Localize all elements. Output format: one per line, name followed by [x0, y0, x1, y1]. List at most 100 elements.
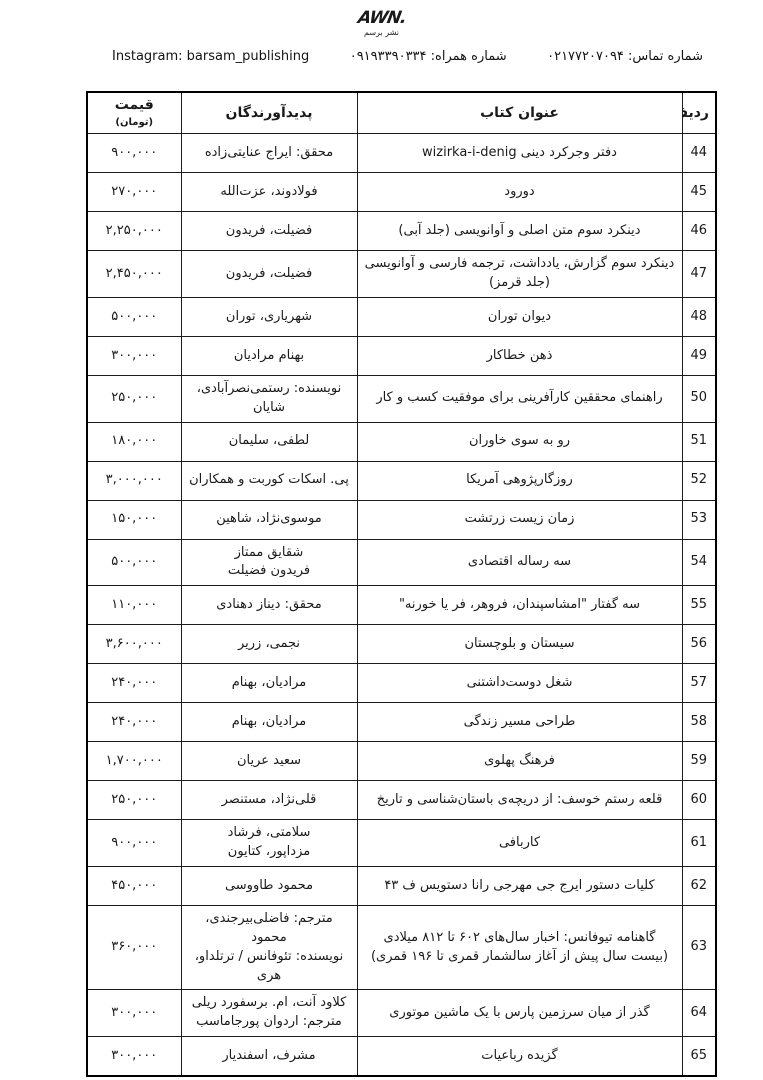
book-title-cell: روزگارپژوهی آمریکا	[356, 460, 683, 501]
creators-cell: شقایق ممتاز فریدون فضیلت	[180, 538, 358, 587]
table-row: 61 کاربافی سلامتی، فرشاد مزداپور، کتایون ۹۰…	[86, 819, 717, 867]
book-title-cell: قلعه رستم خوسف: از دریچه‌ی باستان‌شناسی …	[356, 780, 683, 821]
header-creators: پدیدآورندگان	[180, 91, 358, 135]
row-number-cell: 65	[681, 1036, 717, 1077]
creators-cell: موسوی‌نژاد، شاهین	[180, 499, 358, 540]
creators-cell: نویسنده: رستمی‌نصرآبادی، شایان	[180, 374, 358, 423]
book-table-body: 44 دفتر وجرکرد دینی wizirka-i-denig محقق: …	[86, 133, 717, 1077]
contact-phone: شماره تماس: ۰۲۱۷۷۲۰۷۰۹۴	[547, 49, 703, 65]
creators-cell: محقق: دیناز دهنادی	[180, 585, 358, 626]
table-row: 52 روزگارپژوهی آمریکا پی. اسکات کوربت و هم…	[86, 460, 717, 501]
price-cell: ۹۰۰,۰۰۰	[86, 133, 182, 174]
row-number-cell: 59	[681, 741, 717, 782]
table-row: 44 دفتر وجرکرد دینی wizirka-i-denig محقق: …	[86, 133, 717, 174]
table-row: 45 دورود فولادوند، عزت‌الله ۲۷۰,۰۰۰	[86, 172, 717, 213]
contact-instagram: Instagram: barsam_publishing	[112, 49, 310, 65]
book-title-cell: سه گفتار "امشاسپندان، فروهر، فر یا خورنه…	[356, 585, 683, 626]
table-row: 57 شغل دوست‌داشتنی مرادیان، بهنام ۲۴۰,۰۰۰	[86, 663, 717, 704]
table-row: 46 دینکرد سوم متن اصلی و آوانویسی (جلد آب…	[86, 211, 717, 252]
price-cell: ۱۸۰,۰۰۰	[86, 421, 182, 462]
header-book-title: عنوان کتاب	[356, 91, 683, 135]
header-row-number: ردیف	[681, 91, 717, 135]
row-number-cell: 52	[681, 460, 717, 501]
creators-cell: بهنام مرادیان	[180, 335, 358, 376]
row-number-cell: 57	[681, 663, 717, 704]
book-title-cell: سه رساله اقتصادی	[356, 538, 683, 587]
book-title-cell: شغل دوست‌داشتنی	[356, 663, 683, 704]
price-cell: ۲,۲۵۰,۰۰۰	[86, 211, 182, 252]
price-cell: ۳۰۰,۰۰۰	[86, 335, 182, 376]
row-number-cell: 47	[681, 250, 717, 298]
book-title-cell: رو به سوی خاوران	[356, 421, 683, 462]
price-cell: ۳,۰۰۰,۰۰۰	[86, 460, 182, 501]
row-number-cell: 49	[681, 335, 717, 376]
creators-cell: مترجم: فاضلی‌بیرجندی، محمود نویسنده: تئو…	[180, 904, 358, 991]
row-number-cell: 64	[681, 989, 717, 1038]
table-row: 62 کلیات دستور ایرج جی مهرجی رانا دستویس …	[86, 865, 717, 906]
table-row: 56 سیستان و بلوچستان نجمی، زریر ۳,۶۰۰,۰۰۰	[86, 624, 717, 665]
header-price-unit: (تومان)	[115, 117, 154, 129]
creators-cell: شهریاری، توران	[180, 296, 358, 337]
price-cell: ۱,۷۰۰,۰۰۰	[86, 741, 182, 782]
creators-cell: فضیلت، فریدون	[180, 211, 358, 252]
creators-cell: فولادوند، عزت‌الله	[180, 172, 358, 213]
price-cell: ۲۴۰,۰۰۰	[86, 702, 182, 743]
book-title-cell: طراحی مسیر زندگی	[356, 702, 683, 743]
row-number-cell: 61	[681, 819, 717, 867]
price-cell: ۳,۶۰۰,۰۰۰	[86, 624, 182, 665]
publisher-logo: AWN. نشر برسم	[0, 8, 763, 37]
price-cell: ۲,۴۵۰,۰۰۰	[86, 250, 182, 298]
table-row: 53 زمان زیست زرتشت موسوی‌نژاد، شاهین ۱۵۰,۰۰…	[86, 499, 717, 540]
book-title-cell: ذهن خطاکار	[356, 335, 683, 376]
row-number-cell: 62	[681, 865, 717, 906]
creators-cell: نجمی، زریر	[180, 624, 358, 665]
row-number-cell: 60	[681, 780, 717, 821]
header-price-label: قیمت	[114, 97, 154, 114]
row-number-cell: 58	[681, 702, 717, 743]
price-cell: ۵۰۰,۰۰۰	[86, 296, 182, 337]
book-title-cell: گاهنامه تیوفانس: اخبار سال‌های ۶۰۲ تا ۸۱…	[356, 904, 683, 991]
price-cell: ۲۵۰,۰۰۰	[86, 780, 182, 821]
row-number-cell: 45	[681, 172, 717, 213]
row-number-cell: 50	[681, 374, 717, 423]
table-row: 65 گزیده رباعیات مشرف، اسفندیار ۳۰۰,۰۰۰	[86, 1036, 717, 1077]
creators-cell: فضیلت، فریدون	[180, 250, 358, 298]
book-title-cell: سیستان و بلوچستان	[356, 624, 683, 665]
table-row: 49 ذهن خطاکار بهنام مرادیان ۳۰۰,۰۰۰	[86, 335, 717, 376]
book-title-cell: دورود	[356, 172, 683, 213]
row-number-cell: 44	[681, 133, 717, 174]
price-cell: ۳۶۰,۰۰۰	[86, 904, 182, 991]
table-row: 48 دیوان توران شهریاری، توران ۵۰۰,۰۰۰	[86, 296, 717, 337]
creators-cell: محمود طاووسی	[180, 865, 358, 906]
book-title-cell: زمان زیست زرتشت	[356, 499, 683, 540]
price-cell: ۳۰۰,۰۰۰	[86, 989, 182, 1038]
creators-cell: محقق: ایراج عنایتی‌زاده	[180, 133, 358, 174]
price-cell: ۳۰۰,۰۰۰	[86, 1036, 182, 1077]
book-title-cell: دینکرد سوم گزارش، یادداشت، ترجمه فارسی و…	[356, 250, 683, 298]
creators-cell: کلاود آنت، ام. برسفورد ریلی مترجم: اردوا…	[180, 989, 358, 1038]
publisher-logo-mark: AWN.	[356, 8, 408, 28]
book-title-cell: دفتر وجرکرد دینی wizirka-i-denig	[356, 133, 683, 174]
table-row: 64 گذر از میان سرزمین پارس با یک ماشین مو…	[86, 989, 717, 1038]
table-header-row: ردیف عنوان کتاب پدیدآورندگان قیمت (تومان…	[86, 91, 717, 135]
table-row: 54 سه رساله اقتصادی شقایق ممتاز فریدون فضی…	[86, 538, 717, 587]
creators-cell: قلی‌نژاد، مستنصر	[180, 780, 358, 821]
creators-cell: پی. اسکات کوربت و همکاران	[180, 460, 358, 501]
row-number-cell: 53	[681, 499, 717, 540]
creators-cell: سلامتی، فرشاد مزداپور، کتایون	[180, 819, 358, 867]
table-row: 50 راهنمای محققین کارآفرینی برای موفقیت ک…	[86, 374, 717, 423]
creators-cell: مشرف، اسفندیار	[180, 1036, 358, 1077]
price-cell: ۱۱۰,۰۰۰	[86, 585, 182, 626]
book-title-cell: راهنمای محققین کارآفرینی برای موفقیت کسب…	[356, 374, 683, 423]
book-title-cell: دینکرد سوم متن اصلی و آوانویسی (جلد آبی)	[356, 211, 683, 252]
row-number-cell: 48	[681, 296, 717, 337]
book-title-cell: کلیات دستور ایرج جی مهرجی رانا دستویس ف …	[356, 865, 683, 906]
book-title-cell: گذر از میان سرزمین پارس با یک ماشین موتو…	[356, 989, 683, 1038]
table-row: 63 گاهنامه تیوفانس: اخبار سال‌های ۶۰۲ تا …	[86, 904, 717, 991]
creators-cell: سعید عریان	[180, 741, 358, 782]
price-cell: ۱۵۰,۰۰۰	[86, 499, 182, 540]
table-row: 58 طراحی مسیر زندگی مرادیان، بهنام ۲۴۰,۰۰۰	[86, 702, 717, 743]
table-row: 59 فرهنگ پهلوی سعید عریان ۱,۷۰۰,۰۰۰	[86, 741, 717, 782]
row-number-cell: 54	[681, 538, 717, 587]
